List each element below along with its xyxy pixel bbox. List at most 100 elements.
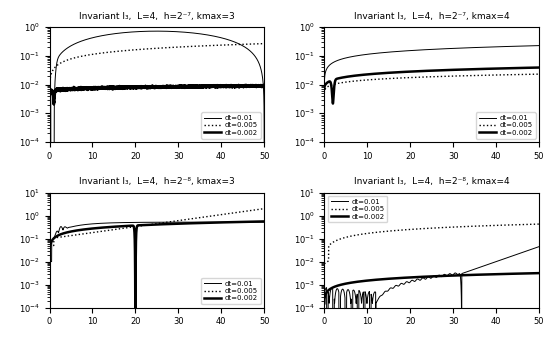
dt=0.01	[223, 37, 229, 41]
dt=0.01	[481, 45, 488, 49]
dt=0.002	[51, 102, 57, 106]
dt=0.002	[321, 87, 328, 91]
dt=0.01	[360, 290, 367, 294]
dt=0.005	[206, 214, 213, 218]
dt=0.01	[46, 91, 53, 95]
dt=0.002	[536, 271, 542, 275]
dt=0.002	[461, 273, 468, 277]
dt=0.01	[206, 220, 213, 224]
Legend: dt=0.01, dt=0.005, dt=0.002: dt=0.01, dt=0.005, dt=0.002	[476, 112, 536, 139]
dt=0.002	[261, 83, 267, 87]
dt=0.005	[223, 43, 229, 47]
dt=0.005	[223, 212, 229, 216]
dt=0.005	[403, 76, 410, 80]
dt=0.005	[46, 243, 53, 247]
dt=0.01	[450, 273, 456, 277]
dt=0.002	[128, 86, 135, 90]
dt=0.005	[186, 45, 192, 49]
dt=0.01	[321, 294, 328, 298]
dt=0.002	[186, 85, 192, 89]
dt=0.01	[153, 29, 160, 33]
dt=0.01	[128, 220, 135, 224]
dt=0.01	[175, 220, 182, 224]
dt=0.005	[498, 73, 504, 77]
dt=0.002	[481, 67, 488, 71]
dt=0.002	[128, 224, 135, 228]
dt=0.002	[536, 66, 542, 70]
dt=0.005	[498, 223, 504, 227]
dt=0.002	[223, 220, 229, 224]
Legend: dt=0.01, dt=0.005, dt=0.002: dt=0.01, dt=0.005, dt=0.002	[201, 112, 261, 139]
dt=0.002	[498, 66, 504, 70]
dt=0.002	[46, 90, 53, 94]
dt=0.005	[186, 217, 192, 221]
dt=0.002	[206, 84, 213, 88]
Line: dt=0.002: dt=0.002	[50, 85, 264, 104]
dt=0.01	[536, 44, 542, 48]
Line: dt=0.005: dt=0.005	[324, 74, 539, 93]
dt=0.01	[46, 260, 53, 264]
dt=0.005	[481, 224, 488, 228]
dt=0.01	[223, 220, 229, 224]
dt=0.005	[128, 225, 135, 229]
dt=0.002	[360, 73, 367, 77]
dt=0.01	[498, 45, 504, 49]
dt=0.002	[223, 84, 229, 88]
dt=0.01	[175, 30, 182, 34]
dt=0.005	[175, 45, 182, 49]
dt=0.005	[403, 228, 410, 232]
dt=0.005	[128, 48, 135, 52]
dt=0.002	[403, 275, 410, 280]
dt=0.01	[450, 46, 456, 50]
Line: dt=0.005: dt=0.005	[50, 209, 264, 245]
dt=0.01	[206, 33, 213, 38]
dt=0.01	[186, 30, 192, 34]
dt=0.002	[498, 272, 504, 276]
dt=0.002	[403, 70, 410, 74]
dt=0.005	[450, 225, 456, 229]
Line: dt=0.005: dt=0.005	[324, 224, 539, 264]
dt=0.002	[85, 87, 92, 91]
dt=0.005	[261, 42, 267, 46]
dt=0.002	[461, 68, 468, 72]
dt=0.005	[461, 74, 468, 78]
dt=0.002	[329, 101, 336, 105]
dt=0.01	[48, 160, 54, 164]
dt=0.005	[261, 207, 267, 211]
dt=0.005	[450, 74, 456, 78]
dt=0.01	[186, 220, 192, 224]
dt=0.005	[46, 91, 53, 95]
dt=0.01	[321, 88, 328, 92]
dt=0.002	[186, 221, 192, 225]
dt=0.01	[481, 264, 488, 268]
Line: dt=0.002: dt=0.002	[324, 273, 539, 303]
dt=0.01	[261, 220, 267, 224]
dt=0.01	[403, 280, 410, 284]
dt=0.01	[461, 46, 468, 50]
Title: Invariant I₃,  L=4,  h=2⁻⁷, kmax=3: Invariant I₃, L=4, h=2⁻⁷, kmax=3	[79, 12, 235, 21]
dt=0.002	[243, 83, 250, 87]
Title: Invariant I₃,  L=4,  h=2⁻⁷, kmax=4: Invariant I₃, L=4, h=2⁻⁷, kmax=4	[354, 12, 509, 21]
dt=0.005	[321, 91, 328, 95]
dt=0.01	[261, 160, 267, 164]
dt=0.005	[536, 222, 542, 226]
dt=0.002	[360, 279, 367, 283]
dt=0.01	[461, 271, 468, 275]
Legend: dt=0.01, dt=0.005, dt=0.002: dt=0.01, dt=0.005, dt=0.002	[201, 278, 261, 304]
dt=0.01	[403, 49, 410, 53]
dt=0.002	[450, 68, 456, 72]
dt=0.002	[206, 221, 213, 225]
dt=0.002	[175, 85, 182, 89]
dt=0.002	[481, 272, 488, 276]
Line: dt=0.01: dt=0.01	[50, 31, 264, 162]
Legend: dt=0.01, dt=0.005, dt=0.002: dt=0.01, dt=0.005, dt=0.002	[328, 196, 387, 222]
Title: Invariant I₃,  L=4,  h=2⁻⁸, kmax=4: Invariant I₃, L=4, h=2⁻⁸, kmax=4	[354, 177, 509, 186]
dt=0.01	[536, 245, 542, 249]
Title: Invariant I₃,  L=4,  h=2⁻⁸, kmax=3: Invariant I₃, L=4, h=2⁻⁸, kmax=3	[79, 177, 235, 186]
dt=0.01	[360, 53, 367, 57]
dt=0.005	[536, 72, 542, 76]
dt=0.002	[321, 301, 328, 305]
dt=0.002	[85, 227, 92, 231]
Line: dt=0.01: dt=0.01	[324, 247, 539, 338]
dt=0.005	[85, 53, 92, 57]
